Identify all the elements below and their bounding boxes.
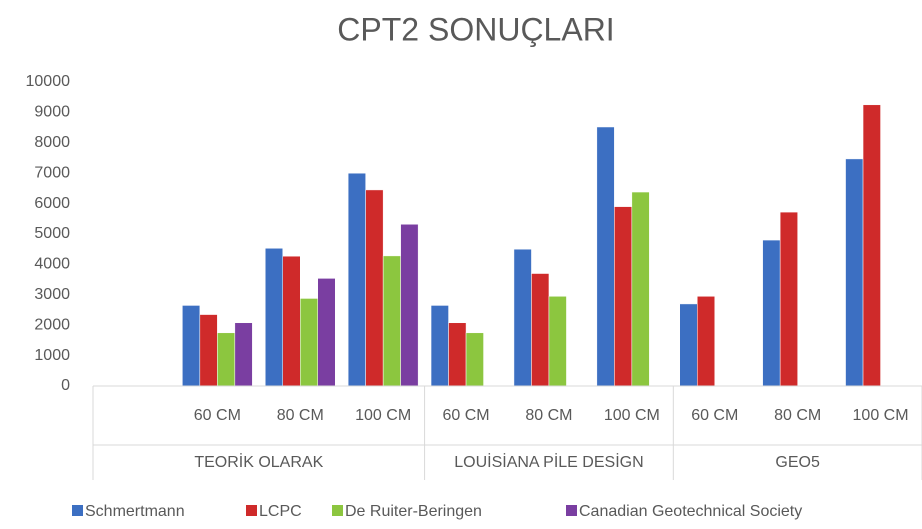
group-label: TEORİK OLARAK [194,452,323,471]
y-tick-label: 3000 [34,286,70,303]
x-tick-label: 100 CM [355,407,411,424]
x-tick-label: 60 CM [442,407,489,424]
bar [548,296,567,387]
legend-label: LCPC [259,503,302,520]
bar [300,298,318,387]
bar [217,332,236,387]
bar [465,332,484,387]
bar [282,255,301,387]
bar [679,303,698,387]
legend-swatch [566,505,577,516]
bar [199,314,218,387]
x-tick-label: 80 CM [525,407,572,424]
x-tick-label: 80 CM [774,407,821,424]
group-label: LOUİSİANA PİLE DESİGN [454,452,643,471]
bar [862,104,881,387]
bar [265,248,283,387]
y-tick-label: 4000 [34,256,70,273]
legend-swatch [72,505,83,516]
bar [631,191,650,387]
y-tick-label: 5000 [34,225,70,242]
y-tick-label: 6000 [34,195,70,212]
bar [347,172,366,387]
legend-swatch [246,505,257,516]
bar [531,273,550,387]
x-tick-label: 60 CM [194,407,241,424]
bar [317,278,336,387]
legend-label: Schmertmann [85,503,185,520]
legend-label: Canadian Geotechnical Society [579,503,802,520]
bar [400,224,419,387]
x-tick-label: 100 CM [853,407,909,424]
bar [513,248,532,387]
y-tick-label: 8000 [34,134,70,151]
bar [182,305,201,387]
bar [614,206,633,387]
y-tick-label: 10000 [26,73,71,90]
y-tick-label: 0 [61,377,70,394]
x-tick-label: 80 CM [277,407,324,424]
bar [365,189,384,387]
bar [234,322,253,387]
x-tick-label: 60 CM [691,407,738,424]
bar [382,255,401,387]
bar [762,239,781,387]
y-tick-label: 1000 [34,347,70,364]
bar [779,211,798,387]
bar [697,296,715,387]
x-tick-label: 100 CM [604,407,660,424]
y-tick-label: 9000 [34,104,70,121]
bar [430,305,449,387]
bar [448,322,467,387]
bar [845,158,864,387]
group-label: GEO5 [775,454,820,471]
y-tick-label: 2000 [34,316,70,333]
chart-title: CPT2 SONUÇLARI [337,11,614,47]
legend-swatch [332,505,343,516]
bar [596,126,615,387]
y-tick-label: 7000 [34,164,70,181]
legend-label: De Ruiter-Beringen [345,503,482,520]
